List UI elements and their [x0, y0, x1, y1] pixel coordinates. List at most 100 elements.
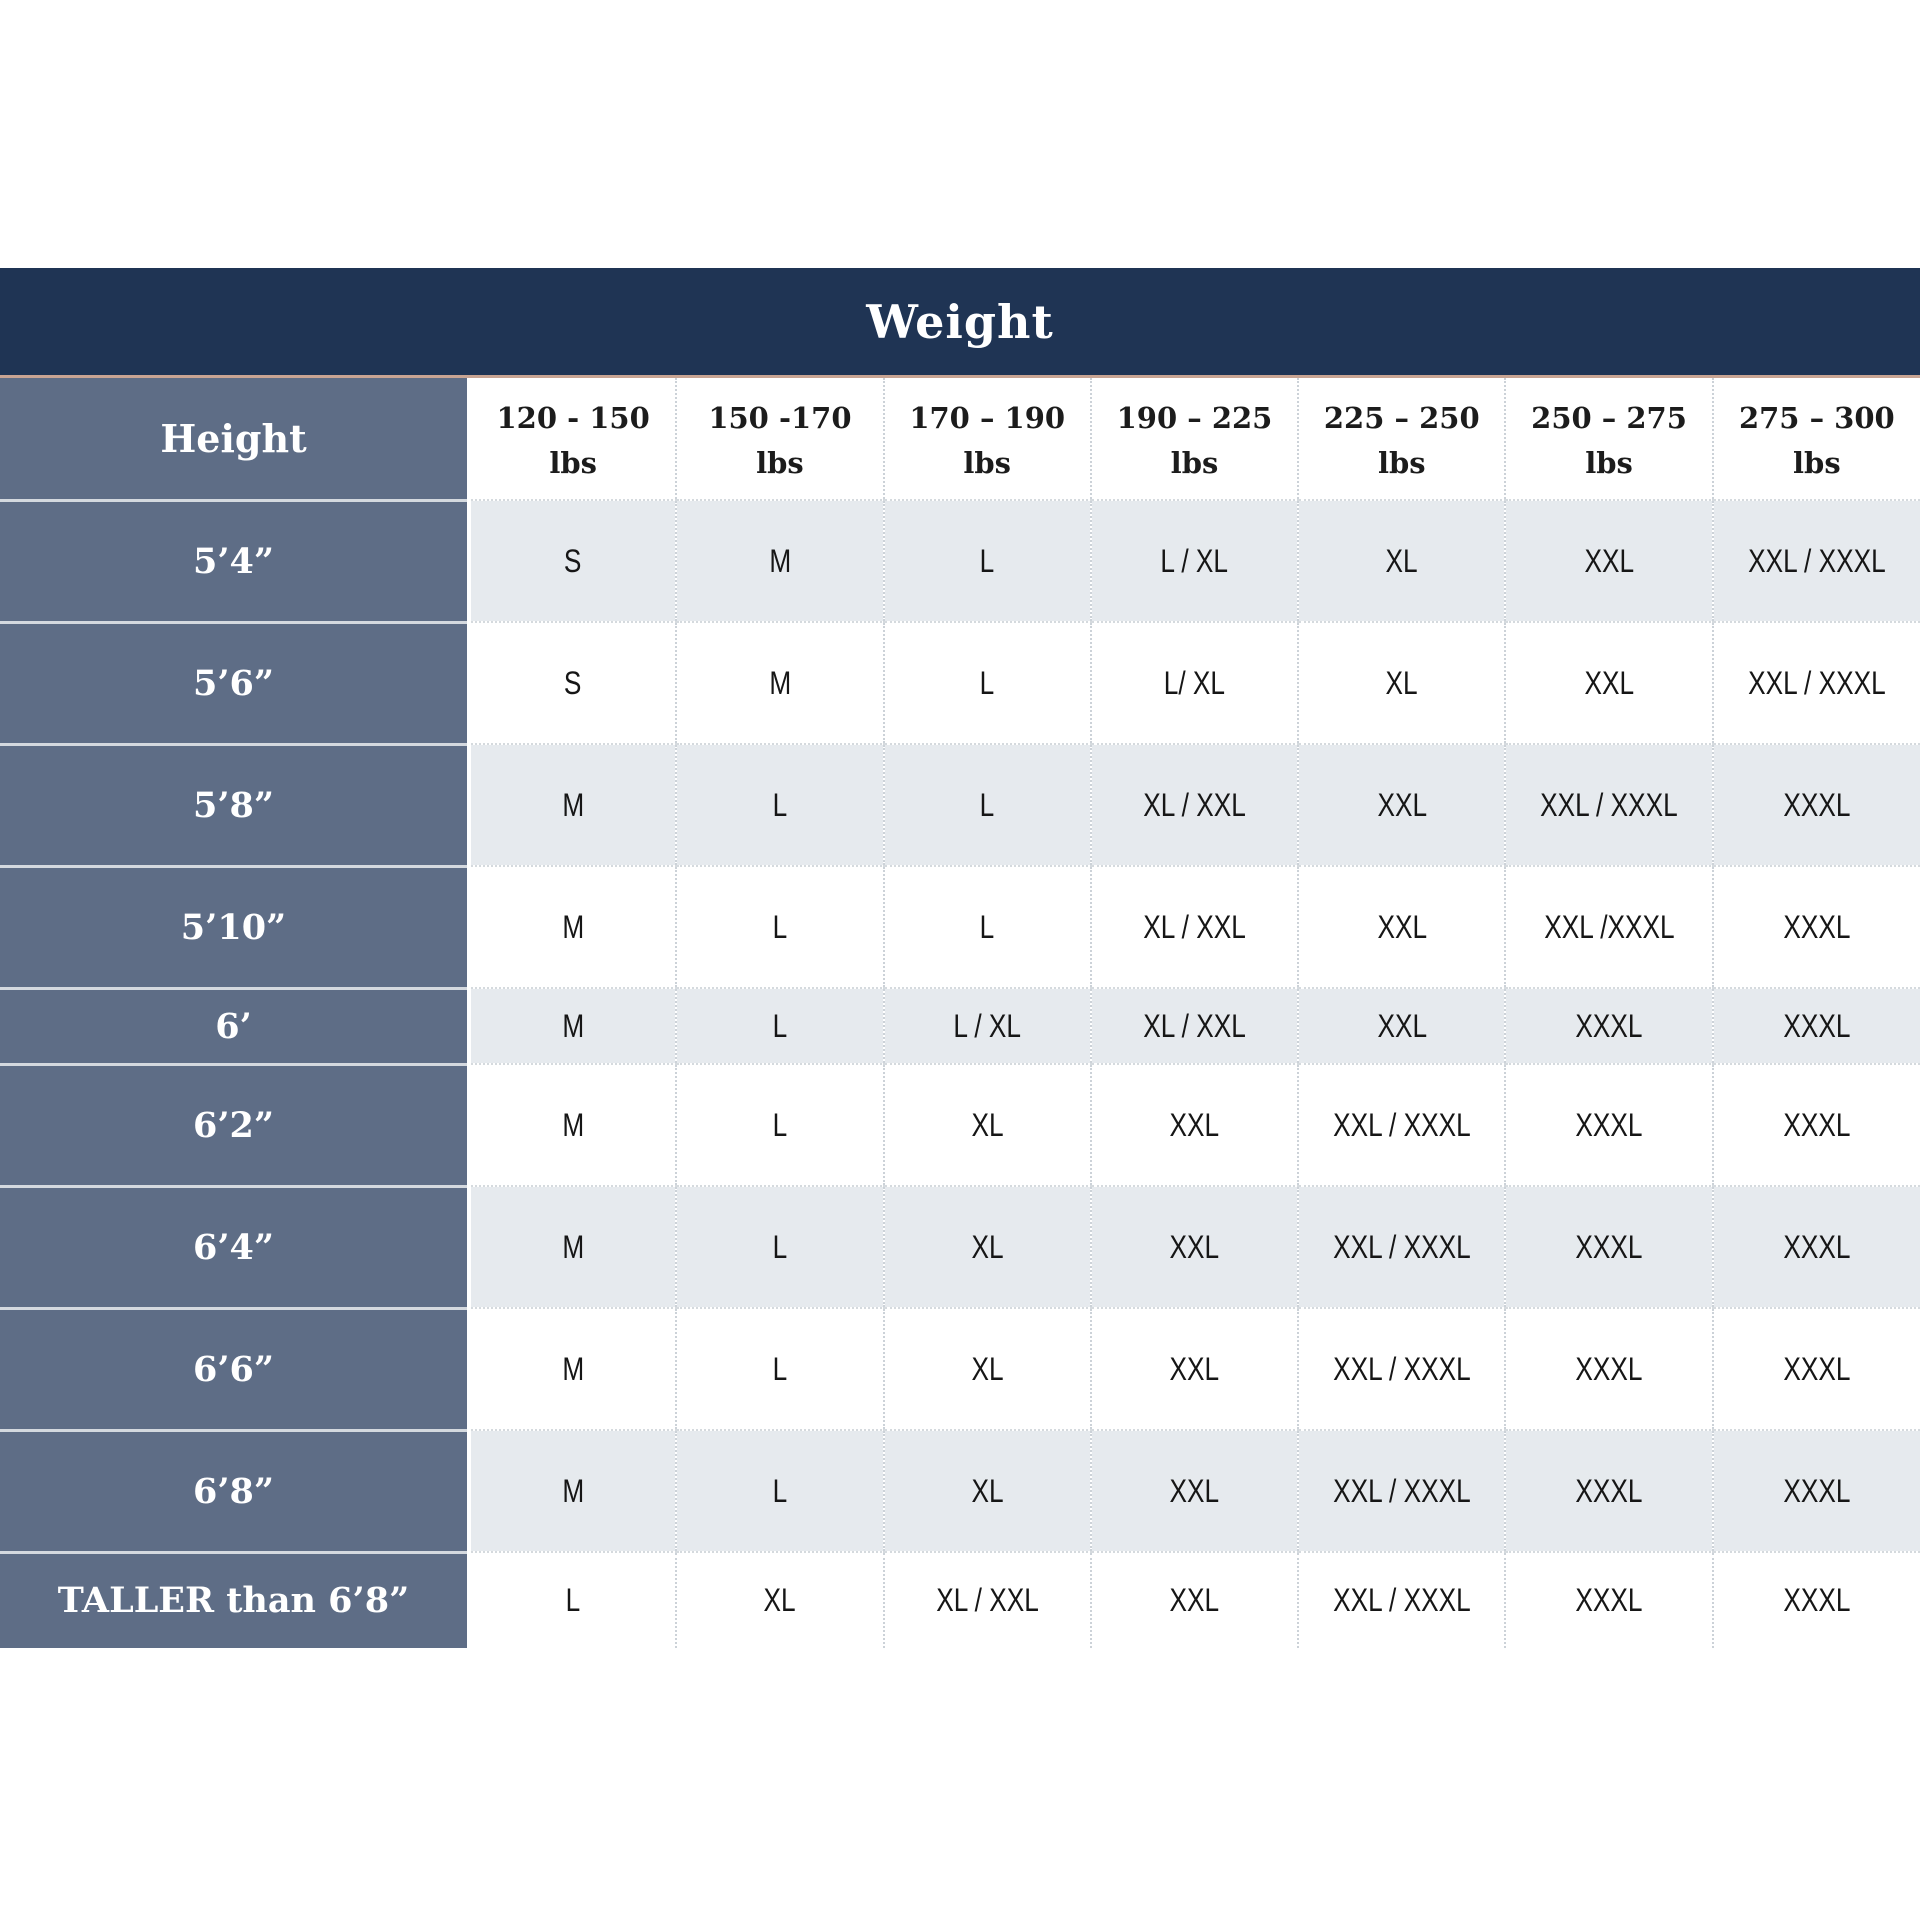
weight-unit-text: lbs: [1377, 445, 1426, 480]
size-cell: M: [469, 1430, 677, 1553]
table-header-row: Height 120 - 150 lbs 150 -170 lbs 170 – 190 l…: [0, 378, 1920, 501]
size-cell: L: [675, 1186, 884, 1309]
weight-unit-text: lbs: [549, 445, 597, 480]
size-cell: XXL / XXXL: [1297, 1430, 1506, 1553]
height-row-label: 6’: [0, 986, 471, 1064]
weight-range-header: 170 – 190 lbs: [882, 378, 1091, 501]
size-value: XXXL: [1783, 1472, 1851, 1509]
size-value: XXXL: [1783, 786, 1851, 823]
size-cell: XXXL: [1711, 866, 1920, 989]
size-value: M: [562, 1007, 585, 1044]
size-cell: L: [882, 866, 1091, 989]
size-cell: XXL / XXXL: [1711, 622, 1920, 745]
height-row-label: 5’4”: [0, 498, 471, 622]
size-cell: XXXL: [1711, 1186, 1920, 1309]
height-column-header: Height: [0, 378, 471, 500]
size-cell: XXXL: [1711, 1430, 1920, 1553]
size-row: 5’4” S M L L / XL XL XXL XXL / XXXL: [0, 498, 1920, 623]
size-cell: M: [469, 1186, 677, 1309]
size-value: XXL: [1376, 908, 1427, 945]
weight-range-header: 250 – 275 lbs: [1504, 378, 1713, 501]
size-value: XXL / XXXL: [1540, 786, 1678, 823]
size-value: XXXL: [1783, 1582, 1851, 1618]
weight-unit-text: lbs: [1585, 445, 1633, 480]
size-cell: XXL: [1297, 744, 1506, 867]
size-cell: XXXL: [1504, 1186, 1713, 1309]
size-value: XXL: [1169, 1472, 1220, 1509]
size-value: XXL: [1169, 1228, 1220, 1265]
size-value: XXL: [1169, 1582, 1220, 1618]
weight-unit-text: lbs: [1170, 445, 1219, 480]
size-row: 5’6” S M L L/ XL XL XXL XXL / XXXL: [0, 620, 1920, 745]
size-cell: L: [675, 744, 884, 867]
size-value: XXL: [1169, 1106, 1220, 1143]
size-value: L: [772, 1106, 788, 1143]
size-value: L: [979, 542, 995, 579]
size-cell: M: [675, 500, 884, 623]
size-value: L / XL: [953, 1007, 1021, 1044]
size-cell: XXL / XXXL: [1504, 744, 1713, 867]
weight-range-text: 190 – 225: [1116, 401, 1273, 435]
size-value: XXL / XXXL: [1332, 1472, 1471, 1509]
size-value: XXXL: [1783, 1106, 1851, 1143]
size-cell: XXXL: [1711, 1552, 1920, 1648]
size-cell: L: [675, 866, 884, 989]
size-row: 6’6” M L XL XXL XXL / XXXL XXXL XXXL: [0, 1306, 1920, 1431]
size-cell: L / XL: [882, 988, 1091, 1065]
size-cell: XXL: [1089, 1430, 1299, 1553]
weight-range-text: 275 – 300: [1738, 401, 1895, 435]
size-value: M: [562, 1472, 585, 1509]
size-cell: XXXL: [1711, 988, 1920, 1065]
size-cell: L: [675, 1064, 884, 1187]
height-row-label: TALLER than 6’8”: [0, 1550, 471, 1648]
size-cell: L: [675, 1308, 884, 1431]
size-value: M: [768, 542, 791, 579]
weight-title: Weight: [866, 294, 1054, 349]
size-value: S: [564, 664, 582, 701]
weight-range-text: 250 – 275: [1531, 401, 1687, 435]
size-value: XL: [1385, 664, 1418, 701]
size-value: L: [979, 908, 995, 945]
weight-unit-text: lbs: [756, 445, 804, 480]
size-value: L / XL: [1160, 542, 1229, 579]
size-value: XXXL: [1783, 1350, 1851, 1387]
height-row-label: 6’6”: [0, 1306, 471, 1430]
size-value: XXXL: [1575, 1472, 1643, 1509]
size-cell: XXXL: [1504, 1308, 1713, 1431]
weight-range-text: 150 -170: [708, 401, 852, 435]
size-value: XXXL: [1575, 1350, 1643, 1387]
size-cell: XXL: [1297, 866, 1506, 989]
size-value: XXXL: [1783, 1007, 1851, 1044]
size-value: XXXL: [1575, 1007, 1643, 1044]
size-cell: XXL: [1089, 1186, 1299, 1309]
size-cell: XL: [1297, 622, 1506, 745]
size-cell: XL / XXL: [1089, 744, 1299, 867]
size-value: XXL / XXXL: [1332, 1582, 1471, 1618]
size-cell: XXL / XXXL: [1297, 1064, 1506, 1187]
size-cell: L: [675, 988, 884, 1065]
size-cell: XXL: [1089, 1064, 1299, 1187]
height-row-label: 6’8”: [0, 1428, 471, 1552]
size-row: 6’8” M L XL XXL XXL / XXXL XXXL XXXL: [0, 1428, 1920, 1553]
size-value: L: [979, 786, 995, 823]
size-cell: S: [469, 622, 677, 745]
size-value: XL: [763, 1582, 796, 1618]
size-value: XXL: [1584, 664, 1634, 701]
weight-range-header: 120 - 150 lbs: [469, 378, 677, 501]
size-row: TALLER than 6’8” L XL XL / XXL XXL XXL / XXXL…: [0, 1550, 1920, 1648]
weight-range-header: 225 – 250 lbs: [1297, 378, 1506, 501]
size-value: L: [565, 1582, 581, 1618]
size-cell: XL: [882, 1430, 1091, 1553]
size-cell: XXXL: [1504, 1064, 1713, 1187]
size-cell: L: [469, 1552, 677, 1648]
weight-range-header: 150 -170 lbs: [675, 378, 884, 501]
size-cell: XXXL: [1711, 744, 1920, 867]
height-row-label: 6’4”: [0, 1184, 471, 1308]
size-cell: XXL: [1297, 988, 1506, 1065]
size-value: XXL / XXXL: [1748, 542, 1886, 579]
size-cell: XL: [882, 1308, 1091, 1431]
size-cell: M: [469, 1064, 677, 1187]
size-row: 6’4” M L XL XXL XXL / XXXL XXXL XXXL: [0, 1184, 1920, 1309]
size-value: XL: [1385, 542, 1418, 579]
size-cell: L/ XL: [1089, 622, 1299, 745]
